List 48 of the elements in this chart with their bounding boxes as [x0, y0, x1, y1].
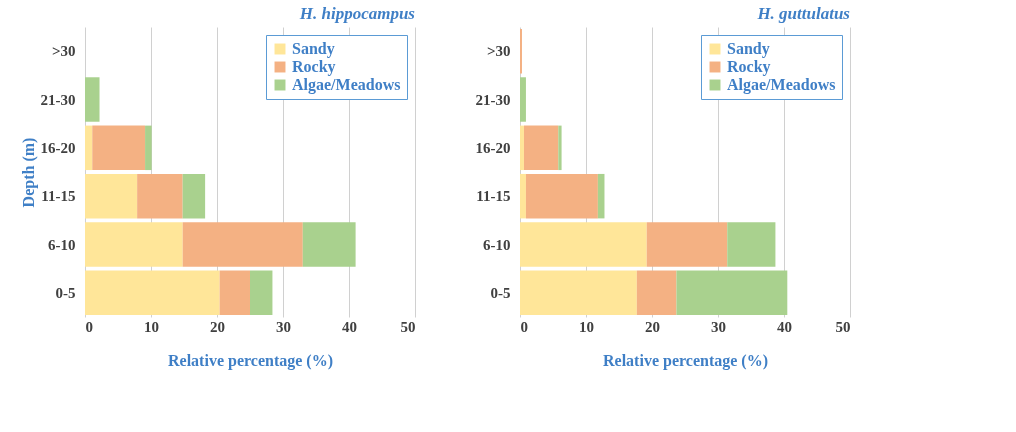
- y-tick-label: 6-10: [483, 236, 511, 253]
- bar: [250, 270, 273, 316]
- legend-label: Algae/Meadows: [292, 76, 401, 94]
- y-tick-label: >30: [486, 43, 511, 60]
- x-tick-label: 50: [835, 318, 851, 335]
- y-tick-label: >30: [51, 43, 76, 60]
- legend-label: Sandy: [727, 40, 770, 58]
- x-tick-label: 0: [520, 318, 528, 335]
- x-tick-label: 20: [645, 318, 660, 335]
- bar: [182, 173, 206, 219]
- y-tick-label: 21-30: [475, 91, 511, 108]
- legend-label: Rocky: [727, 58, 771, 76]
- y-tick-label: 11-15: [41, 188, 76, 205]
- x-tick-label: 50: [400, 318, 416, 335]
- bar: [145, 125, 152, 171]
- x-tick-label: 0: [85, 318, 93, 335]
- y-tick-label: 11-15: [476, 188, 511, 205]
- chart-title: H. hippocampus: [298, 4, 416, 23]
- y-tick-label: 16-20: [475, 139, 511, 156]
- x-tick-label: 40: [342, 318, 357, 335]
- y-tick-label: 16-20: [40, 139, 76, 156]
- x-axis-title: Relative percentage (%): [168, 351, 333, 370]
- bar: [85, 222, 183, 267]
- bar: [219, 270, 250, 316]
- legend-label: Rocky: [292, 58, 336, 76]
- y-tick-label: 21-30: [40, 91, 76, 108]
- bar: [137, 173, 183, 219]
- x-tick-label: 10: [579, 318, 594, 335]
- x-tick-label: 20: [210, 318, 225, 335]
- bar: [85, 77, 100, 122]
- y-tick-label: 0-5: [55, 284, 76, 301]
- legend-label: Algae/Meadows: [727, 76, 836, 94]
- bar: [85, 173, 138, 219]
- x-tick-label: 30: [276, 318, 291, 335]
- y-tick-label: 0-5: [490, 284, 511, 301]
- chart-title: H. guttulatus: [756, 4, 851, 23]
- x-tick-label: 10: [144, 318, 159, 335]
- x-tick-label: 40: [777, 318, 792, 335]
- x-axis-title: Relative percentage (%): [603, 351, 768, 370]
- bar: [92, 125, 146, 171]
- bar: [85, 270, 220, 316]
- bar: [85, 125, 93, 171]
- bar: [302, 222, 356, 267]
- bar: [182, 222, 303, 267]
- x-tick-label: 30: [711, 318, 726, 335]
- y-tick-label: 6-10: [48, 236, 76, 253]
- legend-label: Sandy: [292, 40, 335, 58]
- y-axis-title: Depth (m): [19, 137, 38, 208]
